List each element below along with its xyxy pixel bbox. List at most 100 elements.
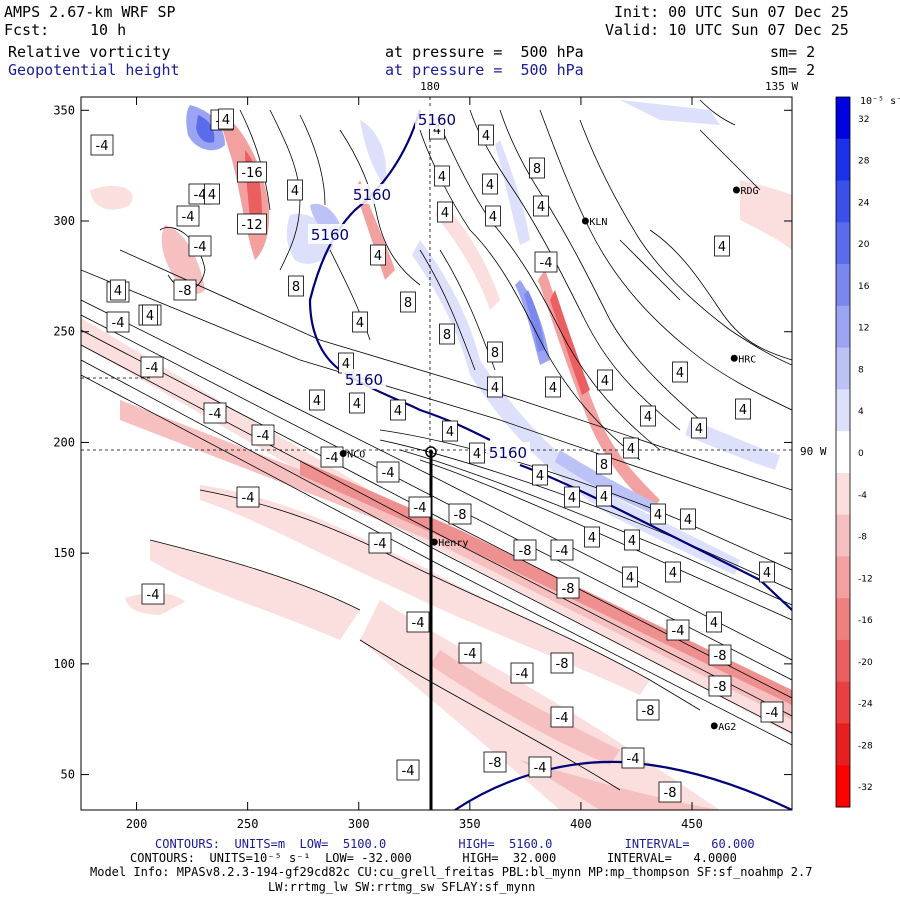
field-height-name: Geopotential height [8, 61, 180, 79]
station-markers: RDG KLN HRC NCO Henry AG2 [339, 186, 759, 733]
vorticity-label: 4 [640, 405, 656, 427]
x-tick-label: 300 [348, 817, 370, 831]
vorticity-label: 4 [672, 361, 688, 383]
vorticity-label: -4 [140, 356, 164, 378]
vorticity-label: 8 [596, 453, 612, 475]
svg-text:8: 8 [404, 296, 412, 311]
colorbar-swatch [836, 347, 850, 390]
footer-vort-contours: CONTOURS: UNITS=10⁻⁵ s⁻¹ LOW= -32.000 HI… [130, 851, 737, 865]
svg-text:4: 4 [356, 316, 364, 331]
svg-text:-8: -8 [519, 544, 532, 559]
colorbar-swatch [836, 180, 850, 223]
vorticity-label: -4 [188, 235, 212, 257]
svg-text:8: 8 [292, 280, 300, 295]
vorticity-label: 8 [487, 341, 503, 363]
vorticity-label: 4 [706, 611, 722, 633]
vorticity-label: -4 [621, 747, 645, 769]
colorbar-label: 28 [858, 157, 870, 167]
vorticity-label: -8 [513, 539, 537, 561]
colorbar-swatch [836, 681, 850, 724]
station-label: HRC [738, 354, 756, 365]
colorbar: 32 28 24 20 16 12 8 4 0 -4 -8 -12 -16 -20 -24 -28 -32 [835, 96, 873, 808]
vorticity-label: -12 [237, 213, 267, 235]
height-label: 5160 [308, 224, 352, 244]
vorticity-label: 4 [624, 529, 640, 551]
svg-text:4: 4 [491, 381, 499, 396]
svg-text:4: 4 [473, 447, 481, 462]
vorticity-label: 4 [623, 437, 639, 459]
colorbar-label: -12 [858, 574, 873, 584]
y-tick-label: 150 [53, 546, 75, 560]
svg-text:-4: -4 [374, 537, 387, 552]
vorticity-label: 8 [288, 275, 304, 297]
colorbar-label: 0 [858, 449, 864, 459]
vorticity-label: 4 [680, 508, 696, 530]
vorticity-label: -4 [106, 311, 130, 333]
vorticity-label: -4 [176, 205, 200, 227]
vorticity-label: -4 [550, 539, 574, 561]
svg-text:-4: -4 [194, 188, 207, 203]
svg-text:-8: -8 [714, 649, 727, 664]
svg-text:-4: -4 [556, 544, 569, 559]
svg-text:-8: -8 [714, 680, 727, 695]
vorticity-label: -4 [236, 486, 260, 508]
field-vorticity-level: at pressure = 500 hPa [385, 43, 584, 61]
svg-text:-4: -4 [402, 764, 415, 779]
svg-text:-16: -16 [241, 166, 262, 181]
vorticity-label: 4 [437, 201, 453, 223]
svg-text:-4: -4 [146, 361, 159, 376]
colorbar-unit: 10⁻⁵ s⁻¹ [860, 96, 900, 107]
colorbar-swatch [836, 431, 850, 474]
svg-text:-4: -4 [556, 711, 569, 726]
svg-text:-12: -12 [241, 218, 262, 233]
vorticity-label: -4 [396, 759, 420, 781]
vorticity-label: 4 [714, 235, 730, 257]
svg-text:4: 4 [536, 469, 544, 484]
colorbar-label: 8 [858, 365, 864, 375]
svg-text:4: 4 [441, 206, 449, 221]
model-title: AMPS 2.67-km WRF SP [4, 3, 176, 21]
init-time: Init: 00 UTC Sun 07 Dec 25 [614, 3, 849, 21]
svg-text:4: 4 [146, 309, 154, 324]
svg-text:-4: -4 [414, 501, 427, 516]
svg-text:-4: -4 [326, 451, 339, 466]
meridian-label-135w: 135 W [765, 80, 798, 93]
svg-text:-4: -4 [112, 316, 125, 331]
x-tick-label: 350 [459, 817, 481, 831]
svg-text:-4: -4 [516, 667, 529, 682]
svg-text:4: 4 [114, 284, 122, 299]
svg-text:-4: -4 [242, 491, 255, 506]
footer-height-contours: CONTOURS: UNITS=m LOW= 5100.0 HIGH= 5160… [155, 837, 755, 851]
svg-text:-4: -4 [534, 761, 547, 776]
field-height-smoothing: sm= 2 [770, 61, 816, 79]
station-dot-icon [339, 450, 347, 457]
svg-text:4: 4 [600, 490, 608, 505]
vorticity-label: 4 [691, 417, 707, 439]
x-axis: 200 250 300 350 400 450 [126, 97, 703, 831]
svg-text:4: 4 [438, 170, 446, 185]
colorbar-swatch [836, 639, 850, 683]
colorbar-label: -8 [858, 533, 867, 543]
station-dot-icon [730, 354, 738, 362]
colorbar-swatch [836, 389, 850, 432]
svg-text:-4: -4 [464, 647, 477, 662]
svg-text:4: 4 [628, 534, 636, 549]
vorticity-label: 4 [349, 392, 365, 414]
vorticity-label: 4 [759, 561, 775, 583]
colorbar-label: 32 [858, 115, 869, 125]
svg-text:4: 4 [763, 566, 771, 581]
svg-text:-4: -4 [209, 407, 222, 422]
vorticity-label: -4 [458, 642, 482, 664]
svg-text:4: 4 [489, 210, 497, 225]
colorbar-swatch [836, 138, 850, 182]
vorticity-label: 4 [309, 389, 325, 411]
svg-text:5160: 5160 [311, 226, 349, 244]
x-tick-label: 200 [126, 817, 148, 831]
vorticity-label: 4 [370, 244, 386, 266]
colorbar-swatch [836, 514, 850, 557]
colorbar-swatch [836, 97, 850, 140]
vorticity-label: 4 [665, 561, 681, 583]
station-label: KLN [589, 217, 607, 228]
y-tick-label: 100 [53, 657, 75, 671]
svg-text:4: 4 [537, 200, 545, 215]
